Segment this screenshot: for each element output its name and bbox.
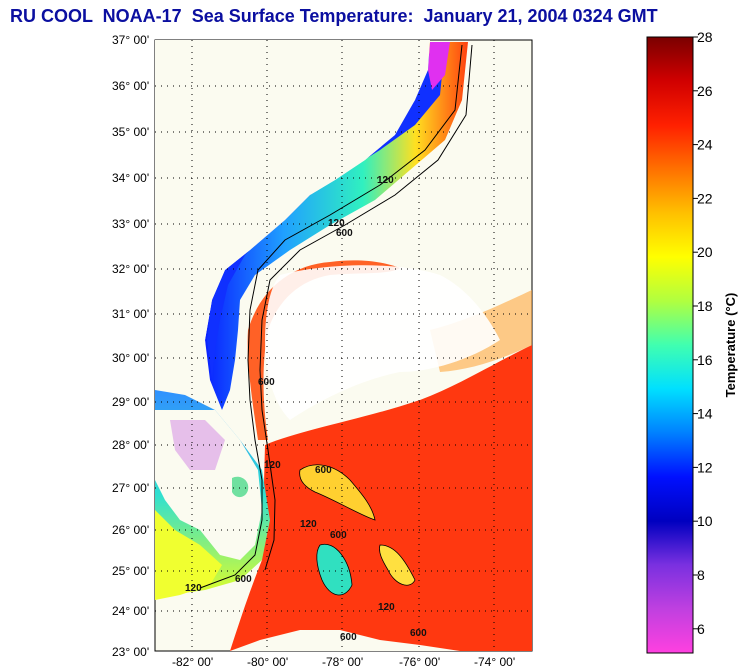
bahamas-bank-3 [379, 544, 416, 586]
depth-label: 600 [410, 628, 427, 639]
lon-label: -80° 00' [247, 655, 288, 669]
lat-label: 25° 00' [112, 564, 149, 578]
lat-label: 27° 00' [112, 481, 149, 495]
lon-label: -76° 00' [399, 655, 440, 669]
nc-magenta-water [428, 42, 450, 90]
lat-label: 24° 00' [112, 604, 149, 618]
depth-label: 120 [328, 218, 345, 229]
lon-label: -74° 00' [474, 655, 515, 669]
colorbar-tick-label: 6 [697, 621, 705, 637]
colorbar-tick-label: 26 [697, 83, 713, 99]
lat-label: 34° 00' [112, 171, 149, 185]
colorbar-tick-label: 22 [697, 190, 713, 206]
florida-land [155, 410, 262, 560]
lake-okeechobee [232, 476, 249, 498]
gulf-of-mexico [155, 510, 222, 600]
colorbar-tick-label: 16 [697, 352, 713, 368]
colorbar-gradient [646, 36, 694, 654]
depth-label: 120 [378, 602, 395, 613]
colorbar-ticks: 28 26 24 22 20 18 16 14 12 10 8 6 [693, 29, 713, 637]
lat-label: 35° 00' [112, 125, 149, 139]
colorbar-tick-label: 12 [697, 459, 713, 475]
lat-label: 37° 00' [112, 33, 149, 47]
colorbar-tick-label: 28 [697, 29, 713, 45]
colorbar-tick-label: 24 [697, 137, 713, 153]
lat-label: 33° 00' [112, 217, 149, 231]
colorbar-tick-label: 10 [697, 513, 713, 529]
lat-label: 28° 00' [112, 438, 149, 452]
page-title: RU COOL NOAA-17 Sea Surface Temperature:… [10, 6, 658, 26]
depth-label: 600 [315, 465, 332, 476]
lat-label: 32° 00' [112, 262, 149, 276]
depth-label: 120 [264, 460, 281, 471]
contour-120m [199, 44, 463, 589]
lon-label: -78° 00' [322, 655, 363, 669]
colorbar-tick-label: 14 [697, 406, 713, 422]
lat-label: 31° 00' [112, 307, 149, 321]
depth-label: 120 [377, 175, 394, 186]
depth-label: 120 [185, 583, 202, 594]
lat-label: 26° 00' [112, 523, 149, 537]
bahamas-bank-1 [299, 464, 376, 521]
depth-label: 120 [300, 519, 317, 530]
colorbar-tick-label: 18 [697, 298, 713, 314]
bahamas-bank-2 [316, 543, 353, 596]
colorbar-tick-label: 8 [697, 567, 705, 583]
depth-label: 600 [340, 632, 357, 643]
depth-label: 600 [258, 377, 275, 388]
lon-label: -82° 00' [172, 655, 213, 669]
longitude-axis: -82° 00' -80° 00' -78° 00' -76° 00' -74°… [172, 655, 515, 669]
colorbar-title: Temperature (°C) [723, 293, 738, 398]
cuba-coast [230, 630, 460, 651]
depth-labels: 120 600 120 600 120 600 120 600 120 600 … [185, 175, 427, 643]
us-landmass [155, 40, 430, 410]
depth-label: 600 [235, 574, 252, 585]
colorbar-tick-label: 20 [697, 244, 713, 260]
warm-water-region [230, 345, 532, 651]
lat-label: 36° 00' [112, 79, 149, 93]
lat-label: 30° 00' [112, 351, 149, 365]
cloud-cover [265, 265, 500, 420]
depth-label: 600 [330, 530, 347, 541]
contour-600m [259, 44, 473, 571]
gulf-stream-band [247, 260, 400, 440]
lat-label: 29° 00' [112, 395, 149, 409]
depth-label: 600 [336, 228, 353, 239]
lat-label: 23° 00' [112, 645, 149, 659]
latitude-axis: 37° 00' 36° 00' 35° 00' 34° 00' 33° 00' … [112, 33, 149, 659]
